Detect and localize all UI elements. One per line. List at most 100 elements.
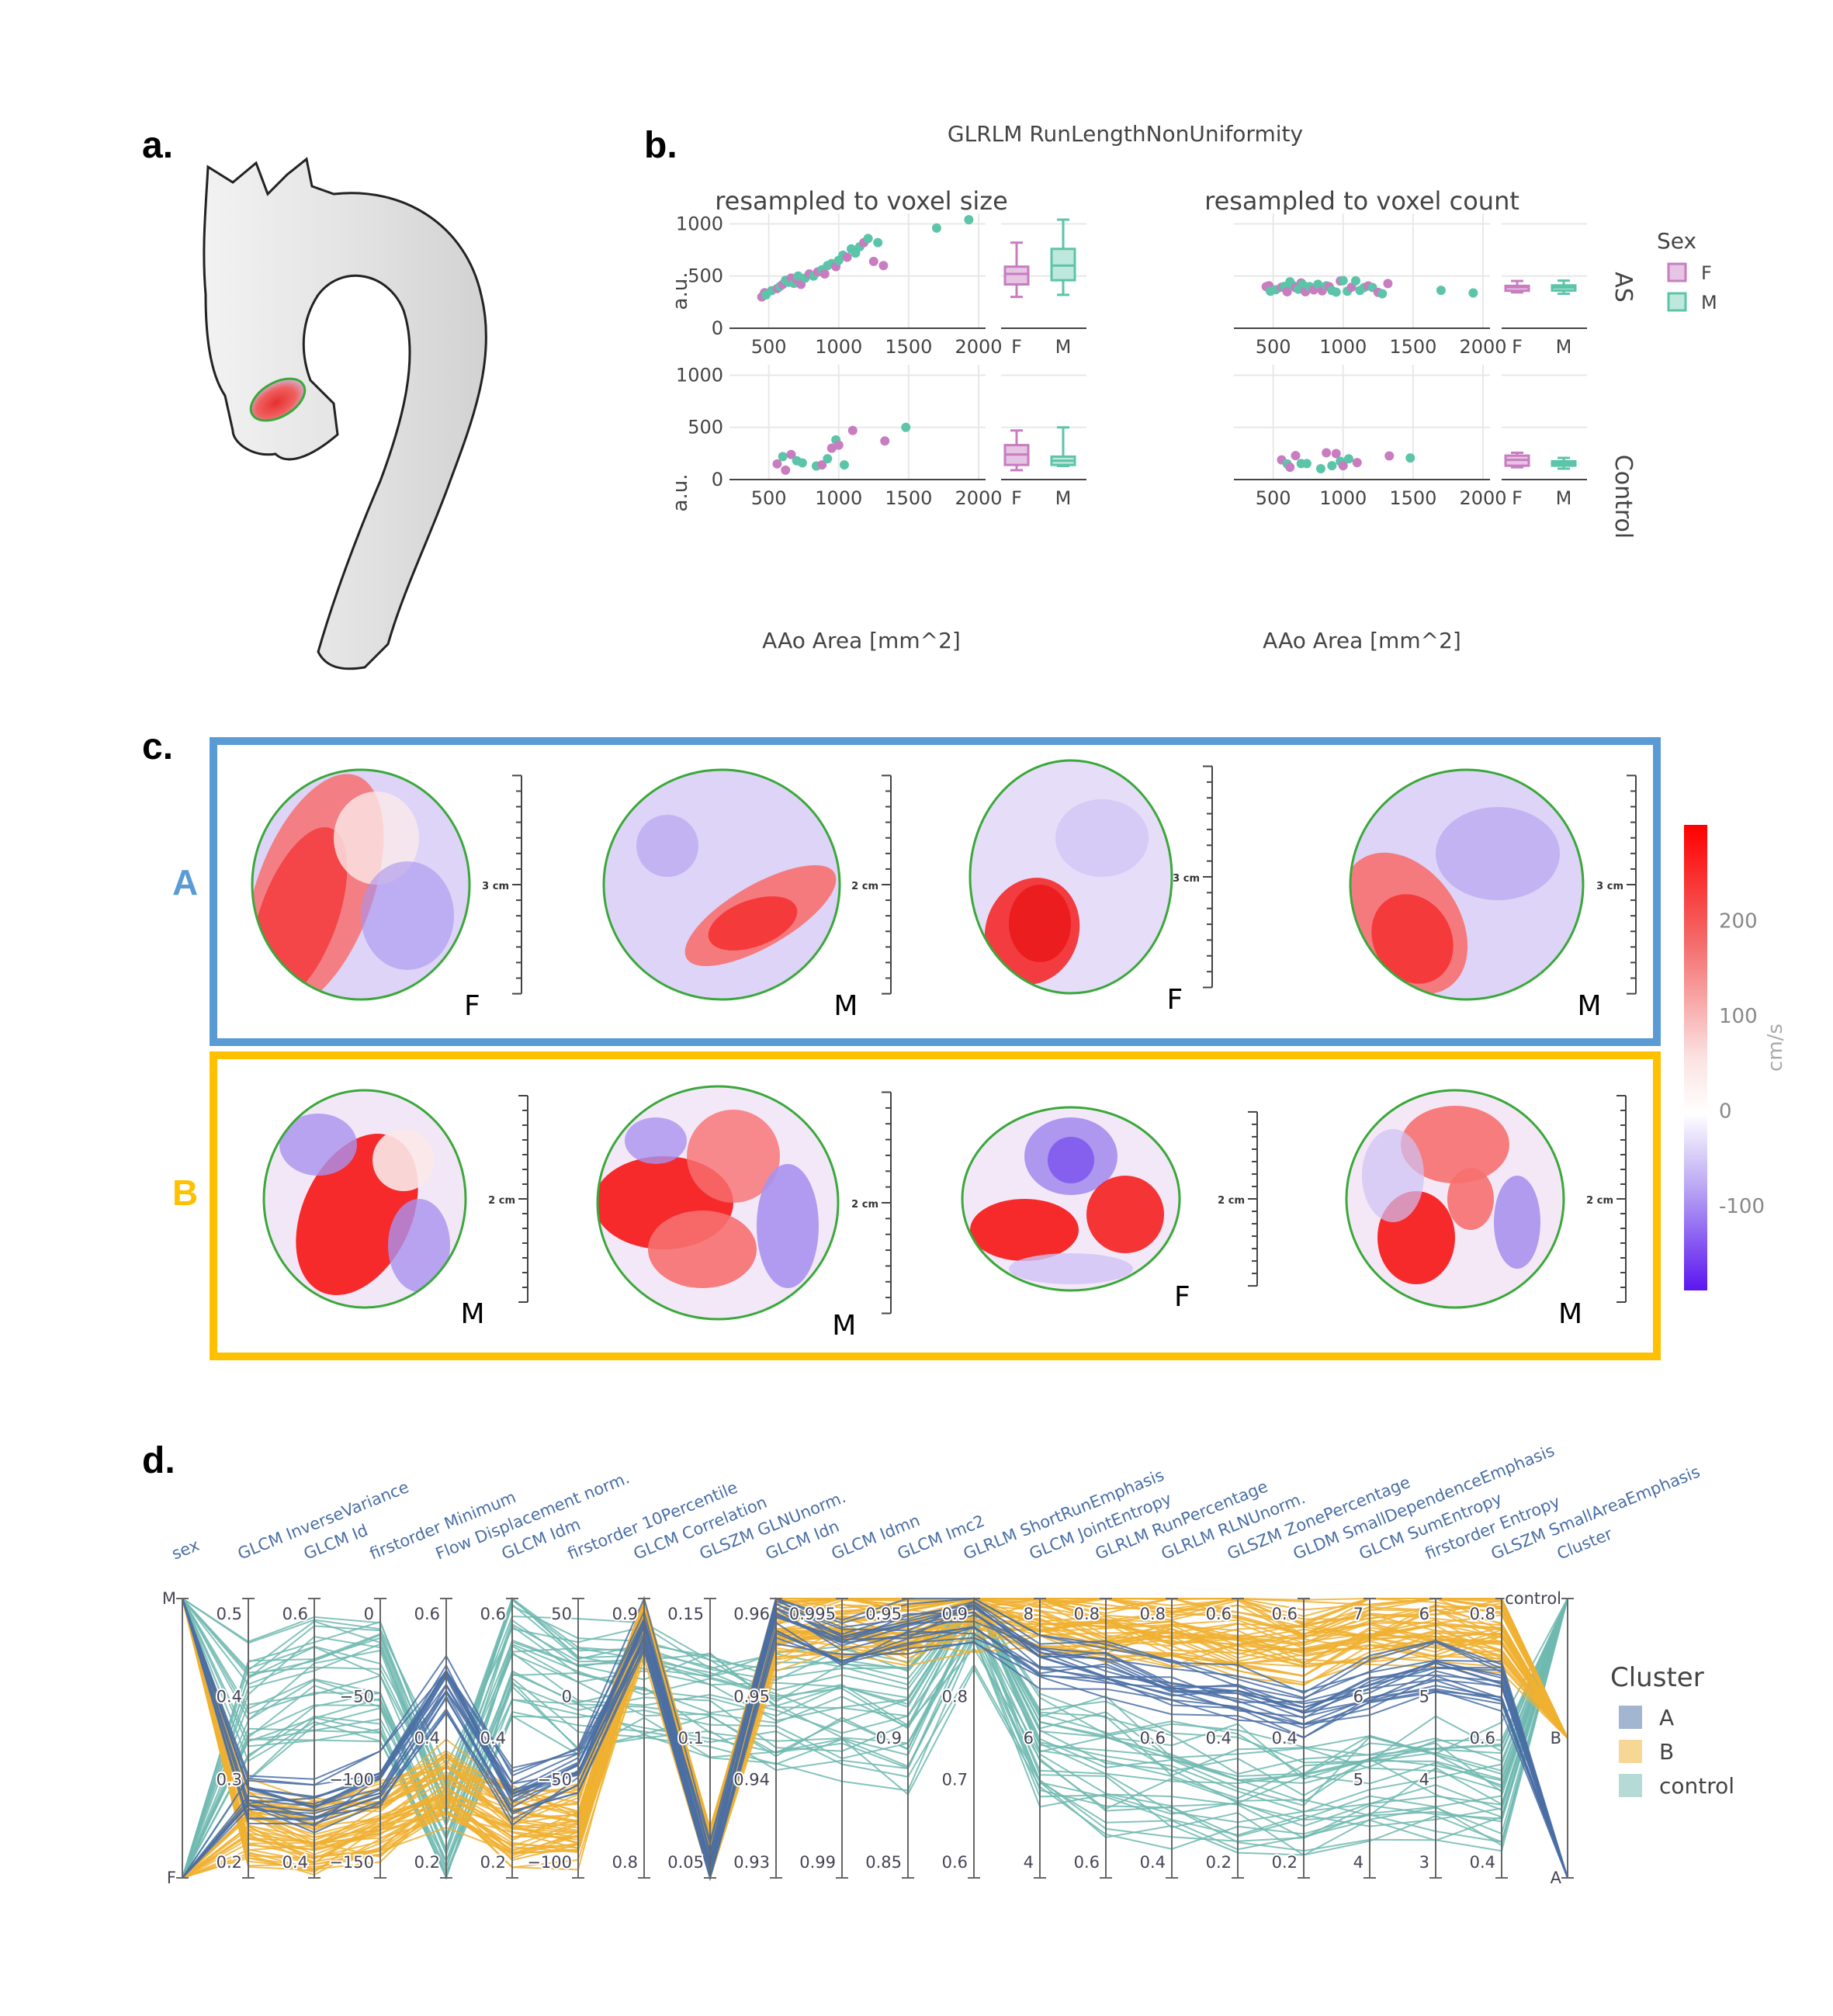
legend-swatch-f xyxy=(1667,262,1687,282)
panel-label-d: d. xyxy=(142,1440,175,1481)
pc-tick-label: 0.6 xyxy=(1470,1729,1495,1748)
scatter-point xyxy=(1322,448,1332,458)
pc-tick-label: 0.8 xyxy=(1140,1605,1166,1623)
pc-tick-label: −50 xyxy=(340,1688,374,1706)
x-tick-label: 1500 xyxy=(885,336,932,358)
colorbar-unit: cm/s xyxy=(1764,1024,1787,1072)
legend-title-sex: Sex xyxy=(1657,228,1696,254)
pc-tick-label: 0 xyxy=(562,1688,572,1706)
pc-tick-label: 0.4 xyxy=(414,1729,440,1748)
colorbar-tick: 200 xyxy=(1719,909,1758,933)
pc-tick-label: −100 xyxy=(329,1770,374,1789)
cluster-line-B xyxy=(182,1595,1568,1835)
box-tick-label: M xyxy=(1055,487,1072,509)
scatter-point xyxy=(826,443,837,453)
x-tick-label: 2000 xyxy=(955,336,1002,358)
colorbar-tick: -100 xyxy=(1719,1195,1765,1218)
velocity-maps: 3 cm F 2 cm M 3 cm F 3 cm M 2 cm M 2 cm M 2 cm F 2 cm M… xyxy=(251,759,1787,1342)
scatter-point xyxy=(781,465,791,475)
scatter-point xyxy=(819,269,830,279)
pc-tick-label: 0.6 xyxy=(1206,1605,1232,1623)
x-tick-label: 1000 xyxy=(815,487,862,509)
scatter-point xyxy=(1291,451,1301,461)
scatter-point xyxy=(786,449,796,459)
cluster-line-B xyxy=(182,1598,1568,1873)
x-tick-label: 500 xyxy=(1256,487,1291,509)
pc-tick-label: 0.2 xyxy=(217,1853,242,1872)
scatter-point xyxy=(1338,275,1348,286)
colorbar-tick: 0 xyxy=(1719,1100,1732,1123)
cluster-line-A xyxy=(182,1598,1568,1879)
pc-tick-label: 0.8 xyxy=(942,1688,968,1706)
x-tick-label: 1000 xyxy=(815,336,862,358)
scatter-point xyxy=(964,215,974,225)
velocity-map-b-1 xyxy=(598,1086,838,1319)
pc-tick-label: 0.96 xyxy=(733,1605,770,1623)
velocity-map-a-1 xyxy=(604,770,840,999)
scatter-point xyxy=(1327,461,1337,471)
cluster-line-A xyxy=(182,1599,1568,1879)
scatter-point xyxy=(1468,288,1478,298)
scatter-point xyxy=(1436,286,1446,296)
legend-swatch-B xyxy=(1619,1740,1642,1763)
pc-tick-label: 0.4 xyxy=(1140,1853,1166,1872)
scatter-point xyxy=(772,459,782,469)
velocity-map-b-0 xyxy=(264,1090,466,1308)
pc-tick-label: 0.7 xyxy=(942,1770,968,1789)
scatter-point xyxy=(793,271,803,281)
panel-b-scatter-box-plots: GLRLM RunLengthNonUniformity resampled t… xyxy=(669,121,1717,653)
pc-tick-label: 0.4 xyxy=(1272,1729,1298,1748)
panel-label-a: a. xyxy=(142,125,174,166)
pc-tick-label: 0.15 xyxy=(667,1605,704,1623)
sex-label: M xyxy=(1558,1298,1582,1330)
panel-b-xlabel-2: AAo Area [mm^2] xyxy=(1263,628,1461,653)
pc-tick-label: 5 xyxy=(1419,1688,1429,1706)
cluster-line-B xyxy=(182,1597,1568,1879)
cluster-line-B xyxy=(182,1597,1568,1861)
cluster-line-A xyxy=(182,1621,1568,1881)
scatter-point xyxy=(878,261,889,271)
scatter-point xyxy=(1384,451,1395,461)
pc-tick-label: A xyxy=(1551,1869,1562,1887)
cluster-line-control xyxy=(182,1597,1568,1794)
pc-tick-label: M xyxy=(162,1589,176,1608)
vessel-contour xyxy=(596,1085,840,1321)
pc-tick-label: 0.95 xyxy=(865,1605,902,1623)
cluster-a-frame xyxy=(210,737,1661,1046)
scale-label: 3 cm xyxy=(1596,881,1623,892)
pc-tick-label: 0.9 xyxy=(942,1605,968,1623)
pc-tick-label: 0.4 xyxy=(480,1729,506,1748)
scatter-point xyxy=(833,440,844,450)
vessel-contour xyxy=(961,1106,1181,1292)
pc-tick-label: 6 xyxy=(1024,1729,1034,1748)
pc-tick-label: 0.85 xyxy=(865,1853,902,1872)
colorbar-tick: 100 xyxy=(1719,1005,1758,1028)
legend-label-f: F xyxy=(1701,262,1712,284)
x-tick-label: 2000 xyxy=(1459,336,1506,358)
legend-label-B: B xyxy=(1659,1739,1674,1765)
y-tick-label: 1000 xyxy=(676,213,723,234)
pc-tick-label: B xyxy=(1551,1729,1561,1748)
scatter-point xyxy=(823,454,833,464)
box-tick-label: M xyxy=(1055,336,1072,358)
pc-tick-label: 0 xyxy=(364,1605,374,1623)
panel-b-ylabel-1: a.u. xyxy=(669,272,692,310)
cluster-b-frame xyxy=(210,1051,1661,1360)
legend-swatch-m xyxy=(1667,292,1687,312)
legend-swatch-control xyxy=(1619,1774,1642,1797)
cluster-line-A xyxy=(182,1598,1568,1881)
scale-label: 2 cm xyxy=(851,881,878,892)
box-tick-label: F xyxy=(1011,336,1022,358)
pc-tick-label: 0.4 xyxy=(1206,1729,1232,1748)
pc-tick-label: 0.4 xyxy=(282,1853,308,1872)
scale-label: 2 cm xyxy=(1586,1195,1613,1207)
legend-label-A: A xyxy=(1659,1705,1674,1730)
velocity-map-a-3 xyxy=(1350,770,1583,999)
panel-b-row-label-control: Control xyxy=(1610,455,1637,539)
scale-label: 2 cm xyxy=(488,1195,515,1207)
cluster-line-control xyxy=(182,1598,1568,1863)
cluster-line-A xyxy=(182,1598,1568,1879)
cluster-line-B xyxy=(182,1598,1568,1881)
scale-label: 2 cm xyxy=(1218,1195,1245,1207)
